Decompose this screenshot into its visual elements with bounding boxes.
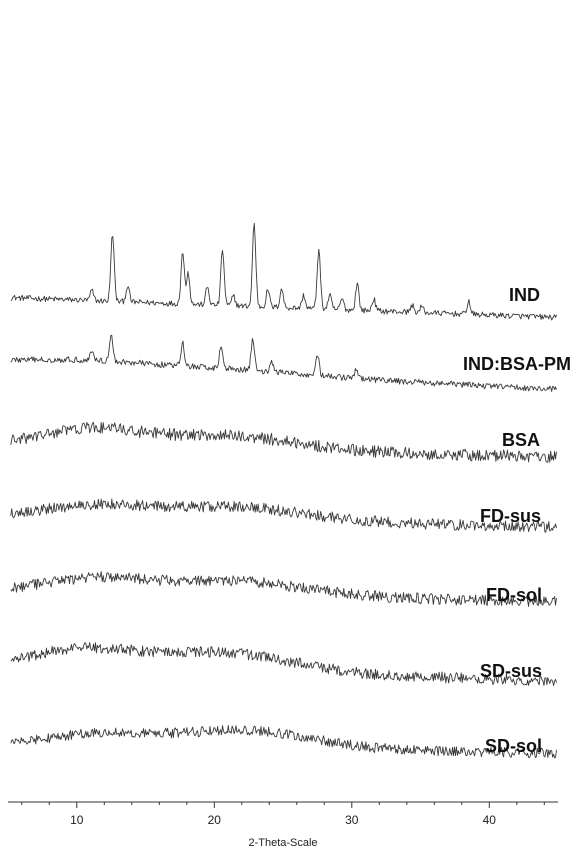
x-tick-label: 10: [70, 813, 84, 827]
series-label-fd-sol: FD-sol: [486, 585, 542, 605]
x-axis-ticks-group: 10 20 30 40: [21, 802, 545, 827]
trace-ind-bsa-pm: [10, 334, 557, 392]
trace-fd-sus: [10, 498, 557, 533]
series-label-sd-sus: SD-sus: [480, 661, 542, 681]
series-label-fd-sus: FD-sus: [480, 506, 541, 526]
series-label-bsa: BSA: [502, 430, 540, 450]
series-label-sd-sol: SD-sol: [485, 736, 542, 756]
x-tick-label: 20: [208, 813, 222, 827]
trace-sd-sus: [10, 642, 557, 686]
series-label-ind-bsa-pm: IND:BSA-PM: [463, 354, 571, 374]
series-label-ind: IND: [509, 285, 540, 305]
trace-sd-sol: [10, 725, 557, 759]
traces-group: [10, 222, 557, 759]
series-labels-group: IND IND:BSA-PM BSA FD-sus FD-sol SD-sus SD-sol: [463, 285, 571, 756]
x-tick-label: 40: [483, 813, 497, 827]
trace-bsa: [10, 421, 557, 463]
x-tick-label: 30: [345, 813, 359, 827]
trace-fd-sol: [10, 571, 557, 608]
trace-ind: [10, 222, 557, 321]
x-axis-title: 2-Theta-Scale: [248, 837, 317, 849]
